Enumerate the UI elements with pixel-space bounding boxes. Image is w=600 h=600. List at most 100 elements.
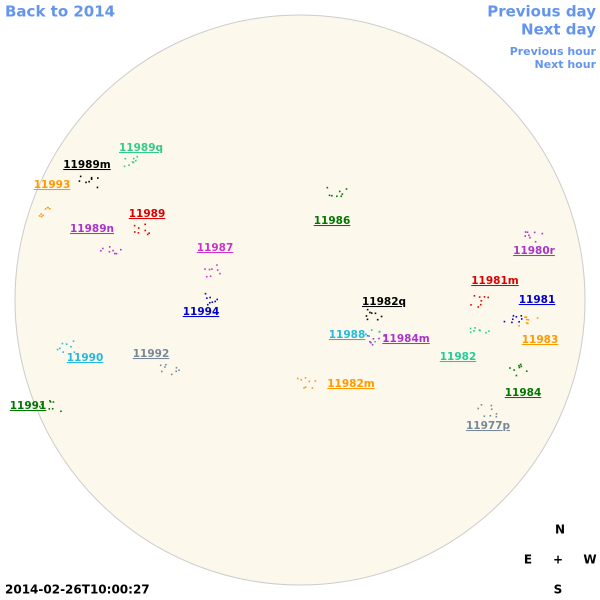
sunspot: [206, 303, 209, 306]
sunspot: [42, 214, 44, 217]
sunspot: [40, 403, 43, 406]
region-label: 11977p: [466, 420, 511, 432]
compass-west: W: [583, 553, 596, 567]
previous-day-link[interactable]: Previous day: [487, 3, 596, 21]
sunspot: [368, 335, 371, 337]
sunspot: [113, 252, 116, 255]
sunspot: [62, 351, 65, 353]
region-label: 11986: [314, 215, 351, 227]
next-hour-link[interactable]: Next hour: [535, 58, 597, 71]
region-label: 11982m: [327, 378, 375, 390]
back-link[interactable]: Back to 2014: [5, 3, 115, 21]
sunspot: [469, 327, 472, 330]
sunspot: [300, 378, 303, 381]
regions: 11989q 11989m 11993 11989n 11989 11987 11986 11…: [10, 142, 559, 432]
sunspot: [209, 296, 211, 299]
sunspot: [518, 320, 520, 323]
sunspot: [72, 340, 75, 342]
sunspot: [132, 161, 135, 164]
sunspot: [59, 347, 61, 350]
sunspot: [120, 248, 122, 251]
sunspot: [40, 215, 43, 218]
sunspot: [146, 233, 149, 236]
sunspot: [123, 165, 126, 168]
sunspot: [478, 296, 481, 298]
sunspot: [133, 231, 136, 233]
sunspot: [108, 250, 111, 253]
sunspot: [326, 186, 329, 189]
region-label: 11994: [183, 306, 220, 318]
sunspot: [378, 337, 380, 340]
sunspot: [134, 159, 137, 162]
region-label: 11981: [519, 294, 556, 306]
sunspot: [480, 404, 483, 406]
region-label: 11992: [133, 348, 170, 360]
sunspot: [208, 301, 211, 304]
sunspot: [137, 232, 140, 234]
region-label: 11983: [522, 334, 559, 346]
sunspot: [518, 366, 521, 369]
sunspot: [489, 414, 492, 417]
sunspot: [370, 341, 372, 344]
sunspot: [527, 319, 530, 321]
sunspot: [97, 177, 99, 179]
region-label: 11989q: [119, 142, 163, 154]
sunspot: [308, 380, 311, 383]
sunspot: [219, 272, 221, 275]
sunspot: [124, 157, 127, 160]
sunspot: [479, 303, 482, 306]
region-label: 11989: [129, 208, 166, 220]
sunspot: [526, 231, 529, 234]
region-label: 11991: [10, 400, 47, 412]
sunspot: [211, 301, 214, 303]
sunspot: [96, 186, 99, 189]
sunspot: [144, 229, 147, 232]
sunspot: [366, 318, 369, 321]
previous-hour-link[interactable]: Previous hour: [510, 45, 597, 58]
sunspot: [214, 300, 217, 303]
sunspot: [216, 269, 219, 271]
sunspot: [518, 364, 520, 367]
sunspot: [331, 194, 333, 197]
sunspot: [483, 415, 486, 417]
sunspot: [160, 370, 163, 373]
sunspot: [216, 264, 218, 266]
sunspot: [204, 268, 206, 270]
sunspot: [369, 340, 371, 343]
sunspot: [85, 181, 87, 184]
sunspot: [511, 318, 514, 321]
sunspot: [49, 400, 51, 402]
sunspot: [49, 401, 52, 403]
sunspot: [527, 322, 529, 325]
sunspot: [100, 249, 102, 252]
sunspot: [509, 367, 511, 369]
sunspot: [175, 366, 178, 369]
sunspot: [296, 377, 299, 380]
region-label: 11989n: [70, 223, 114, 235]
sunspot: [101, 247, 104, 250]
sunspot: [328, 194, 331, 197]
sunspot: [520, 365, 523, 368]
compass-center: +: [553, 553, 563, 567]
sunspot: [132, 157, 135, 160]
sunspot: [490, 408, 493, 411]
sunspot: [60, 410, 62, 413]
region-label: 11990: [67, 352, 104, 364]
sunspot: [372, 338, 375, 340]
next-day-link[interactable]: Next day: [521, 21, 596, 39]
sunspot: [44, 208, 47, 210]
sunspot: [90, 178, 93, 180]
sunspot: [490, 404, 493, 407]
region-label: 11984: [505, 387, 542, 399]
sunspot: [515, 315, 518, 318]
sunspot: [488, 330, 490, 332]
region-label: 11982q: [362, 296, 406, 308]
sunspot: [366, 308, 369, 311]
sunspot: [79, 175, 82, 178]
sunspot: [40, 213, 42, 215]
sunspot: [473, 330, 475, 332]
region-label: 11982: [440, 351, 477, 363]
sunspot: [38, 215, 41, 217]
sunspot: [133, 224, 136, 227]
